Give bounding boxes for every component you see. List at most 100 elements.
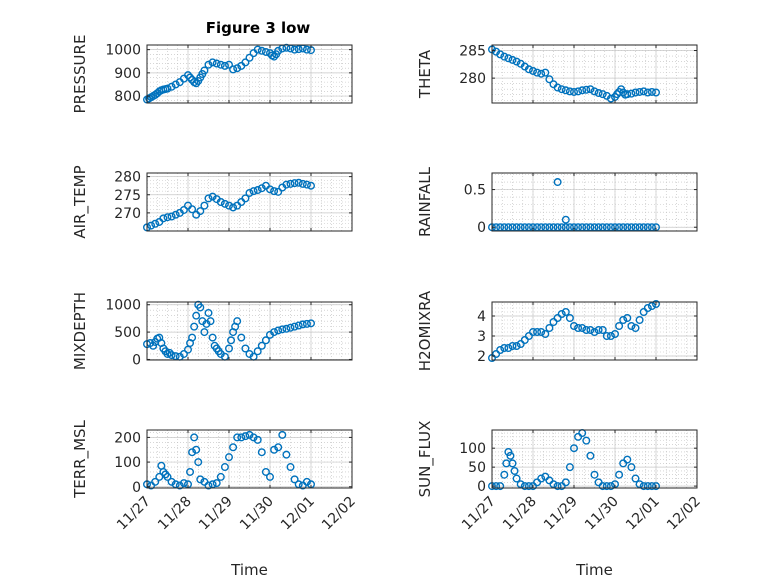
data-point (163, 84, 172, 93)
data-point (537, 69, 546, 78)
y-tick-label: 500 (114, 325, 141, 341)
data-point (508, 55, 517, 64)
data-point (290, 322, 299, 331)
data-point (286, 179, 295, 188)
data-point (508, 342, 517, 351)
data-point (171, 80, 180, 89)
data-point (257, 341, 266, 350)
data-point (504, 54, 513, 63)
data-point (574, 324, 583, 333)
data-point (643, 88, 652, 97)
data-point (598, 90, 607, 99)
y-tick-label: 280 (114, 170, 141, 186)
y-tick-label: 0 (477, 220, 486, 236)
data-point (506, 451, 515, 460)
data-point (286, 323, 295, 332)
data-point (208, 333, 217, 342)
data-point (163, 213, 172, 222)
data-point (590, 87, 599, 96)
data-point (520, 336, 529, 345)
data-point (257, 46, 266, 55)
data-point (249, 433, 258, 442)
plot-area (492, 173, 697, 231)
data-point (496, 482, 505, 491)
subplot-rainfall: 0 0.5 RAINFALL (416, 166, 698, 237)
data-point (578, 86, 587, 95)
data-point (282, 324, 291, 333)
data-point (541, 330, 550, 339)
data-point (524, 482, 533, 491)
y-axis-label: AIR_TEMP (71, 165, 90, 238)
data-point (294, 45, 303, 54)
data-point (227, 336, 236, 345)
data-point (627, 89, 636, 98)
data-point (188, 333, 197, 342)
data-point (241, 432, 250, 441)
data-point (553, 482, 562, 491)
data-point (149, 341, 158, 350)
data-point (500, 470, 509, 479)
data-point (635, 316, 644, 325)
data-point (245, 188, 254, 197)
data-point (561, 478, 570, 487)
data-point (147, 221, 156, 230)
y-axis-label: PRESSURE (71, 35, 89, 114)
y-tick-label: 270 (114, 206, 141, 222)
y-tick-label: 100 (114, 455, 141, 471)
data-point (229, 65, 238, 74)
data-point (212, 479, 221, 488)
plot-area (492, 302, 697, 360)
data-point (229, 203, 238, 212)
data-point (270, 328, 279, 337)
subplot-mixdepth: 0 500 1000 MIXDEPTH (71, 292, 353, 370)
data-point (627, 322, 636, 331)
data-point (570, 87, 579, 96)
data-point (606, 482, 615, 491)
axes-box (491, 172, 698, 232)
data-point (524, 332, 533, 341)
data-point (652, 482, 661, 491)
data-point (504, 344, 513, 353)
data-point (615, 470, 624, 479)
y-tick-label: 0 (132, 480, 141, 496)
data-point (290, 475, 299, 484)
data-point (151, 477, 160, 486)
data-point (233, 64, 242, 73)
data-point (561, 215, 570, 224)
data-point (282, 43, 291, 52)
data-point (294, 178, 303, 187)
data-point (590, 328, 599, 337)
data-point (302, 477, 311, 486)
data-point (298, 320, 307, 329)
data-point (623, 90, 632, 99)
data-point (606, 94, 615, 103)
data-point (529, 66, 538, 75)
data-point (220, 61, 229, 70)
data-point (298, 179, 307, 188)
data-point (167, 212, 176, 221)
data-point (179, 479, 188, 488)
data-point (196, 207, 205, 216)
data-point (586, 85, 595, 94)
data-point (229, 443, 238, 452)
data-point (557, 310, 566, 319)
data-point (165, 348, 174, 357)
data-point (278, 430, 287, 439)
axes-box (491, 44, 698, 104)
x-axis-label: Time (230, 561, 268, 579)
data-point (557, 85, 566, 94)
data-point (619, 316, 628, 325)
data-point (520, 482, 529, 491)
data-point (183, 71, 192, 80)
y-tick-label: 3 (477, 329, 486, 345)
data-point (533, 328, 542, 337)
data-point (208, 58, 217, 67)
data-point (204, 308, 213, 317)
data-point (594, 89, 603, 98)
data-point (216, 197, 225, 206)
data-point (602, 332, 611, 341)
subplot-h2omixra: 2 3 4 H2OMIXRA (416, 290, 698, 371)
data-point (565, 87, 574, 96)
data-point (496, 346, 505, 355)
